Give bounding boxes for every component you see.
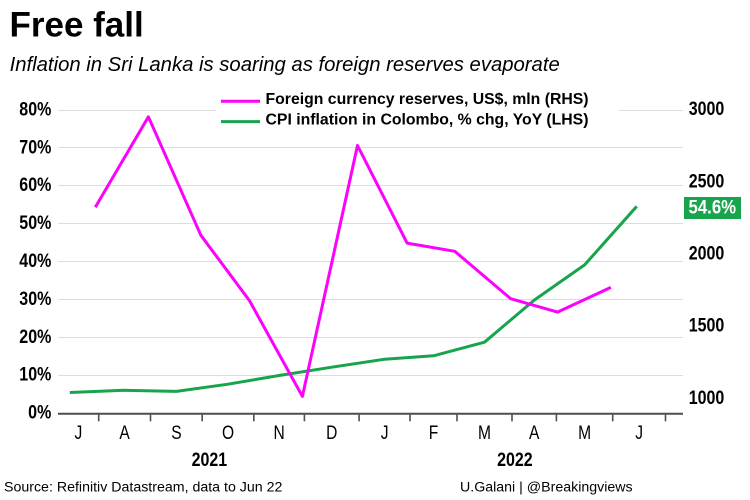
svg-text:D: D	[326, 422, 337, 444]
svg-text:40%: 40%	[19, 250, 51, 272]
svg-text:J: J	[75, 422, 83, 444]
svg-text:A: A	[119, 422, 130, 444]
svg-text:54.6%: 54.6%	[689, 196, 737, 217]
svg-text:50%: 50%	[19, 212, 51, 234]
svg-text:1000: 1000	[689, 386, 725, 408]
svg-text:10%: 10%	[19, 363, 51, 385]
svg-text:1500: 1500	[689, 314, 725, 336]
svg-text:2021: 2021	[192, 449, 228, 471]
svg-text:Source: Refinitiv Datastream,: Source: Refinitiv Datastream, data to Ju…	[4, 480, 282, 496]
svg-text:2022: 2022	[497, 449, 533, 471]
svg-text:J: J	[635, 422, 643, 444]
svg-text:S: S	[171, 422, 181, 444]
svg-text:60%: 60%	[19, 174, 51, 196]
svg-text:CPI inflation in Colombo, % ch: CPI inflation in Colombo, % chg, YoY (LH…	[266, 112, 589, 129]
svg-text:80%: 80%	[19, 98, 51, 120]
svg-text:2500: 2500	[689, 170, 725, 192]
svg-text:O: O	[222, 422, 234, 444]
svg-text:F: F	[429, 422, 439, 444]
svg-text:2000: 2000	[689, 242, 725, 264]
svg-text:3000: 3000	[689, 98, 725, 120]
svg-text:A: A	[529, 422, 540, 444]
svg-text:Foreign currency reserves, US$: Foreign currency reserves, US$, mln (RHS…	[266, 91, 589, 108]
svg-text:M: M	[578, 422, 591, 444]
svg-text:U.Galani | @Breakingviews: U.Galani | @Breakingviews	[460, 480, 633, 496]
svg-text:M: M	[478, 422, 491, 444]
svg-text:Free fall: Free fall	[10, 5, 144, 44]
svg-text:N: N	[273, 422, 284, 444]
svg-text:70%: 70%	[19, 136, 51, 158]
svg-text:20%: 20%	[19, 325, 51, 347]
svg-text:0%: 0%	[28, 401, 51, 423]
svg-text:30%: 30%	[19, 287, 51, 309]
svg-text:Inflation in Sri Lanka is soar: Inflation in Sri Lanka is soaring as for…	[10, 54, 560, 76]
svg-text:J: J	[381, 422, 389, 444]
